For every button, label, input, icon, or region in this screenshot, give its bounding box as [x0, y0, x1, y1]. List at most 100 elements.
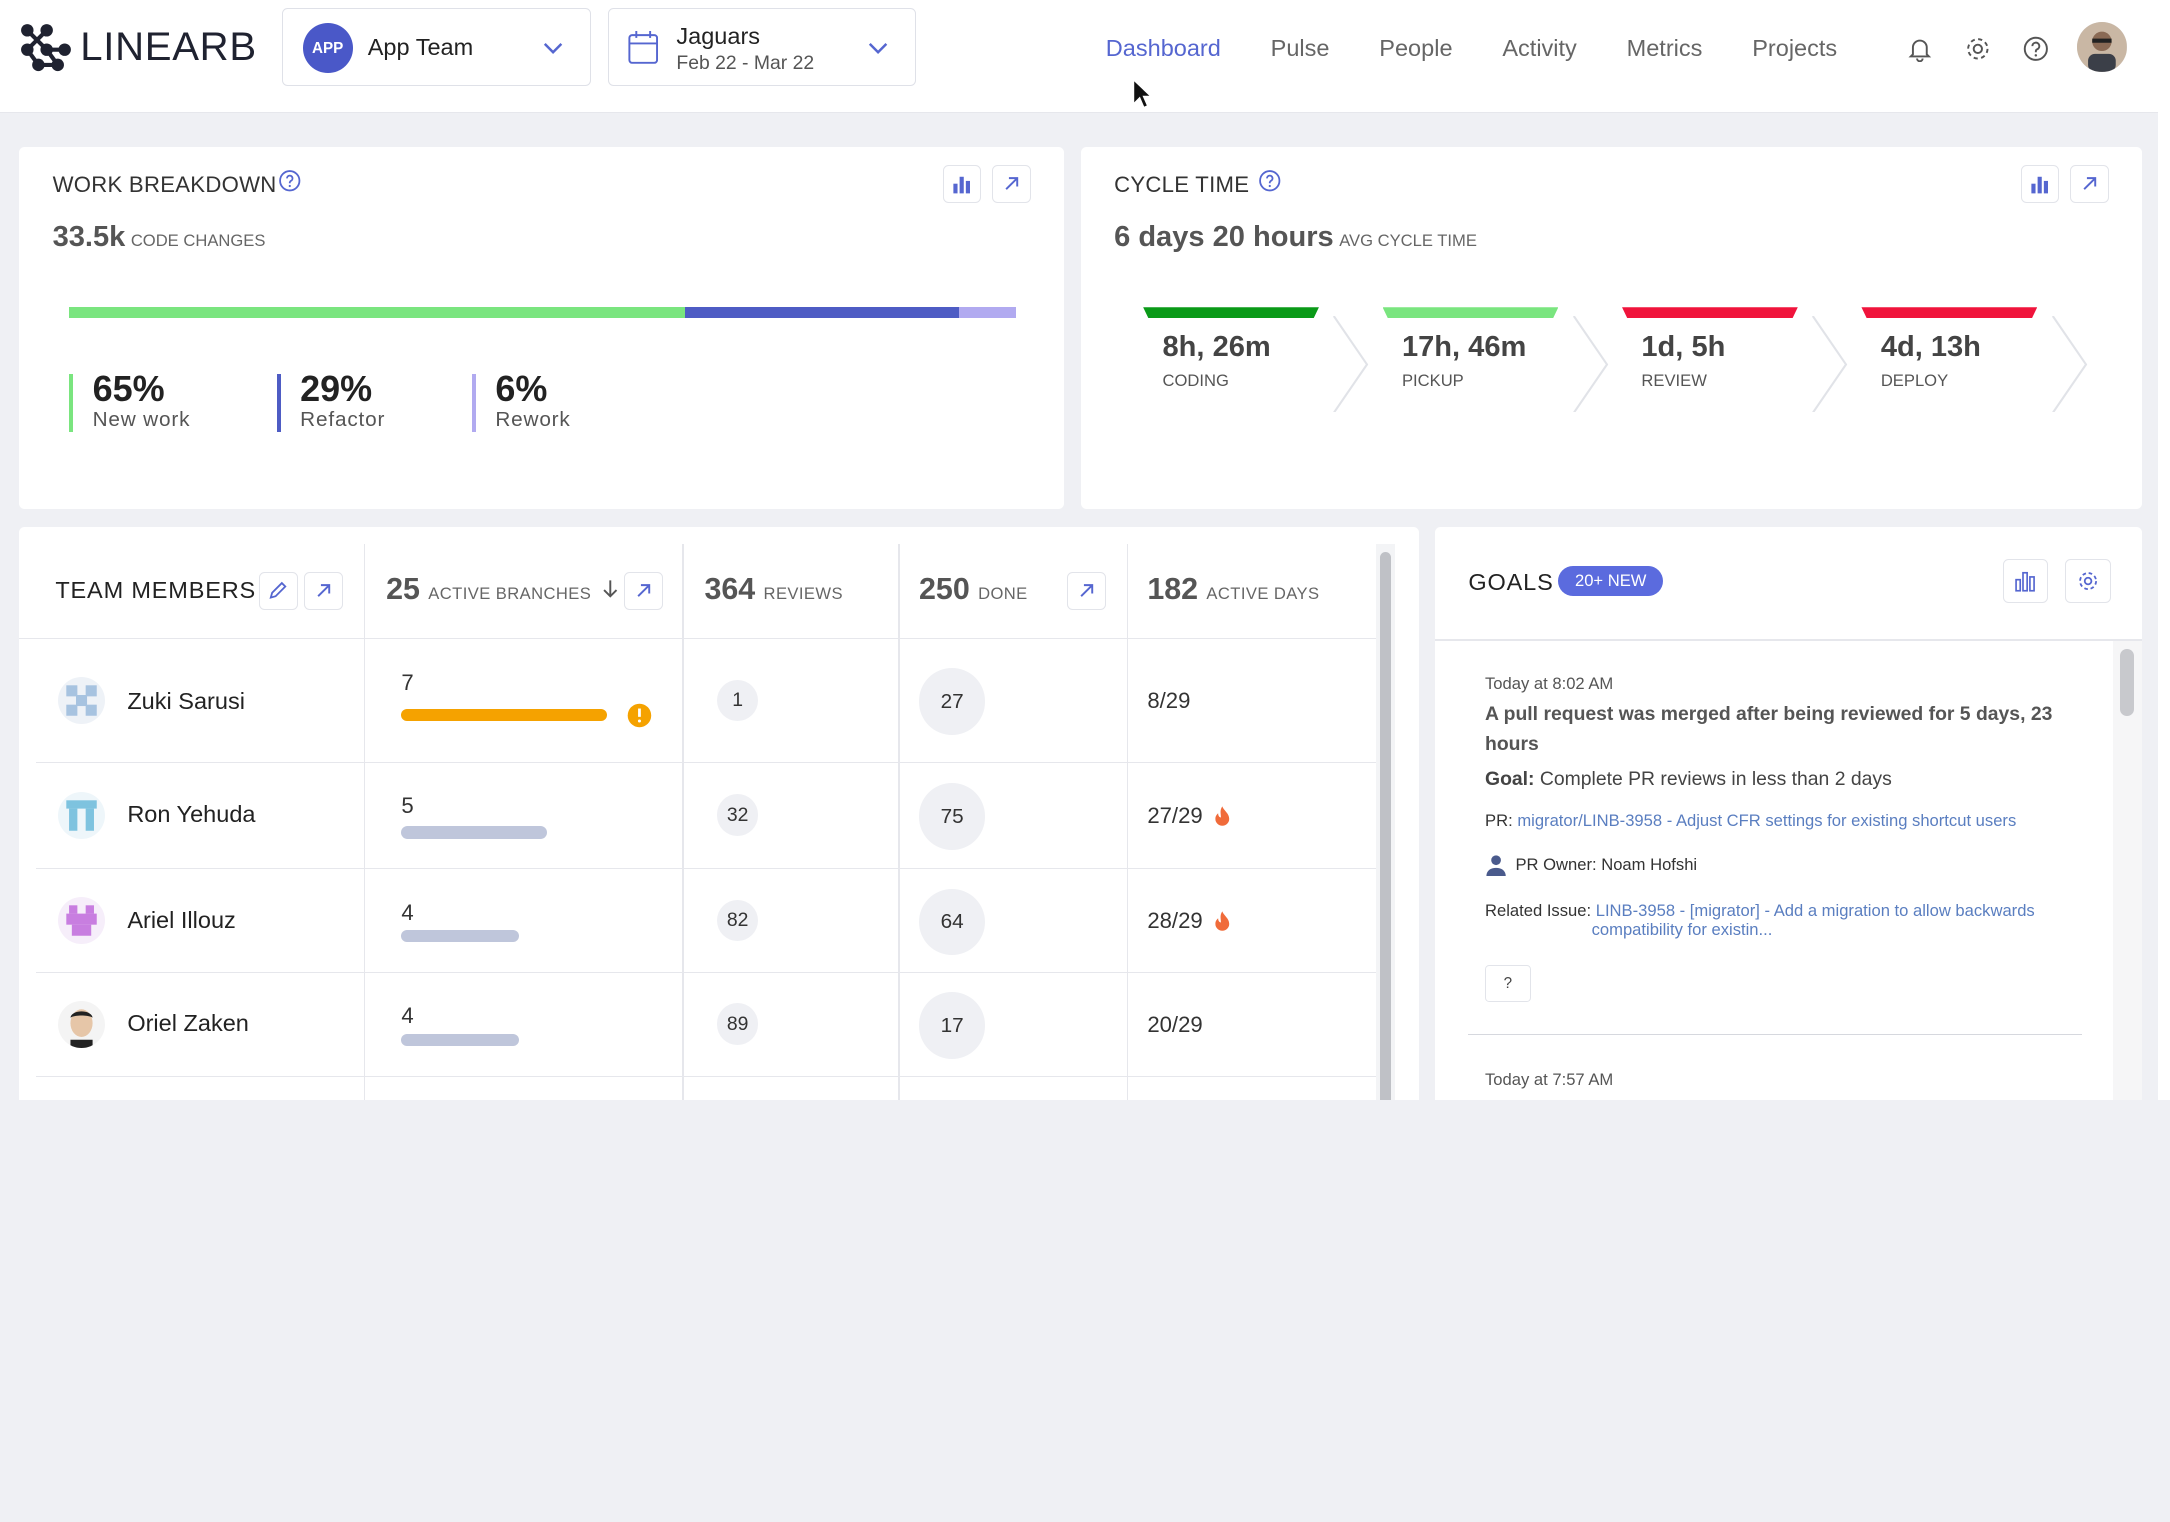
team-member-row[interactable]: Ariel Illouz 4 82 64 28/29: [35, 869, 1376, 973]
active-branches-caption: ACTIVE BRANCHES: [428, 583, 592, 603]
user-avatar[interactable]: [2077, 22, 2128, 72]
expand-team-button[interactable]: [304, 571, 344, 611]
scrollbar-thumb[interactable]: [1379, 552, 1391, 1101]
member-name[interactable]: Oriel Zaken: [127, 1010, 249, 1037]
chevron-right-icon: [2051, 315, 2087, 413]
top-bar: LINEARB APP App Team Jaguars Feb 22 - Ma…: [0, 0, 2170, 114]
goals-chart-button[interactable]: [2002, 559, 2049, 604]
logo-text: LINEARB: [80, 24, 257, 70]
nav-dashboard[interactable]: Dashboard: [1105, 34, 1221, 61]
column-divider: [898, 543, 900, 1101]
goal-separator: [1468, 1033, 2082, 1036]
linearb-logo[interactable]: LINEARB: [19, 22, 256, 72]
member-reviews[interactable]: 82: [716, 899, 759, 942]
pickup-value: 17h, 46m: [1401, 330, 1527, 363]
help-icon[interactable]: [2022, 35, 2050, 63]
member-done[interactable]: 64: [918, 888, 986, 955]
expand-button[interactable]: [992, 164, 1032, 204]
nav-projects[interactable]: Projects: [1752, 34, 1838, 61]
team-members-header: TEAM MEMBERS 25 ACTIVE BRANCHES 364 REVI…: [19, 527, 1376, 640]
new-work-percent: 65%: [92, 367, 165, 409]
review-value: 1d, 5h: [1641, 330, 1726, 363]
scrollbar-thumb[interactable]: [2120, 649, 2135, 716]
cycle-stage-coding[interactable]: 8h, 26m CODING: [1143, 307, 1369, 413]
avatar: [58, 1000, 106, 1048]
pr-link[interactable]: migrator/LINB-3958 - Adjust CFR settings…: [1517, 811, 2017, 831]
new-work-label: New work: [92, 408, 191, 432]
member-name[interactable]: Ron Yehuda: [127, 801, 256, 828]
photo-avatar: [58, 1000, 106, 1048]
member-done[interactable]: 27: [918, 668, 986, 735]
member-reviews[interactable]: 32: [716, 794, 759, 836]
member-done[interactable]: 75: [918, 783, 986, 850]
arrow-up-right-icon: [637, 584, 651, 598]
nav-pulse[interactable]: Pulse: [1270, 34, 1330, 61]
refactor-segment[interactable]: [684, 307, 960, 319]
branches-bar[interactable]: [401, 930, 519, 943]
iteration-picker[interactable]: Jaguars Feb 22 - Mar 22: [607, 8, 917, 86]
related-issue-link-continued[interactable]: compatibility for existin...: [1591, 920, 1773, 940]
member-name[interactable]: Ariel Illouz: [127, 906, 236, 933]
refactor-label: Refactor: [300, 408, 386, 432]
branches-bar[interactable]: [401, 826, 548, 839]
cycle-stage-pickup[interactable]: 17h, 46m PICKUP: [1382, 307, 1609, 413]
active-days-header[interactable]: 182 ACTIVE DAYS: [1147, 572, 1319, 607]
help-icon[interactable]: [278, 169, 302, 193]
main-nav: Dashboard Pulse People Activity Metrics …: [1081, 0, 1862, 97]
member-name[interactable]: Zuki Sarusi: [127, 687, 245, 714]
done-caption: DONE: [978, 583, 1028, 603]
avatar: [58, 791, 106, 839]
cycle-stage-deploy[interactable]: 4d, 13h DEPLOY: [1861, 307, 2087, 413]
chart-view-button[interactable]: [942, 164, 982, 204]
new-goals-badge[interactable]: 20+ NEW: [1558, 566, 1664, 597]
sort-down-icon[interactable]: [602, 579, 619, 598]
goals-scrollbar[interactable]: [2113, 640, 2143, 1101]
new-work-segment[interactable]: [69, 307, 685, 319]
goal-label: Goal:: [1485, 768, 1535, 791]
member-branches: 4: [401, 1003, 414, 1029]
active-days-caption: ACTIVE DAYS: [1206, 583, 1320, 603]
work-breakdown-card: WORK BREAKDOWN 33.5k CODE CHANGES 65% New…: [19, 146, 1065, 510]
nav-people[interactable]: People: [1379, 34, 1453, 61]
nav-metrics[interactable]: Metrics: [1626, 34, 1703, 61]
avg-cycle-time-metric: 6 days 20 hours AVG CYCLE TIME: [1114, 221, 1477, 254]
goal-text: Complete PR reviews in less than 2 days: [1539, 768, 1892, 791]
member-done[interactable]: 17: [918, 992, 986, 1059]
branches-bar[interactable]: [401, 1033, 519, 1047]
expand-button[interactable]: [2070, 164, 2110, 204]
nav-activity[interactable]: Activity: [1502, 34, 1577, 61]
expand-done-button[interactable]: [1067, 571, 1106, 611]
arrow-up-right-icon: [1005, 177, 1019, 191]
member-reviews[interactable]: 1: [716, 679, 759, 722]
calendar-icon: [628, 31, 658, 65]
team-members-scrollbar[interactable]: [1375, 543, 1396, 1101]
warning-icon[interactable]: [627, 703, 652, 728]
goal-pr-owner: PR Owner: Noam Hofshi: [1485, 854, 1697, 877]
active-days-total: 182: [1147, 571, 1199, 606]
team-member-row[interactable]: Oriel Zaken 4 89 17 20/29: [35, 973, 1376, 1077]
member-reviews[interactable]: 89: [716, 1003, 759, 1045]
column-divider: [363, 543, 366, 1101]
goal-feedback-button[interactable]: ?: [1485, 964, 1531, 1002]
active-branches-header[interactable]: 25 ACTIVE BRANCHES: [386, 572, 619, 607]
bell-icon[interactable]: [1906, 35, 1934, 63]
branches-bar[interactable]: [401, 708, 608, 722]
active-days-value: 8/29: [1147, 687, 1191, 713]
help-icon[interactable]: [1258, 169, 1282, 193]
rework-segment[interactable]: [959, 307, 1016, 319]
team-member-row[interactable]: Ron Yehuda 5 32 75 27/29: [35, 763, 1376, 870]
edit-team-button[interactable]: [258, 571, 298, 611]
reviews-header[interactable]: 364 REVIEWS: [704, 572, 843, 607]
cycle-stage-review[interactable]: 1d, 5h REVIEW: [1622, 307, 1848, 413]
team-member-row[interactable]: Zuki Sarusi 7 1 27 8/29: [35, 639, 1376, 763]
goals-settings-button[interactable]: [2064, 559, 2111, 604]
done-header[interactable]: 250 DONE: [919, 572, 1028, 607]
expand-branches-button[interactable]: [624, 571, 663, 611]
gear-icon[interactable]: [1964, 35, 1992, 63]
related-issue-label: Related Issue:: [1485, 900, 1592, 920]
chevron-down-icon: [544, 43, 563, 54]
arrow-up-right-icon: [1080, 584, 1093, 598]
chart-view-button[interactable]: [2020, 164, 2060, 204]
team-picker[interactable]: APP App Team: [282, 8, 591, 86]
related-issue-link[interactable]: LINB-3958 - [migrator] - Add a migration…: [1595, 900, 2035, 920]
